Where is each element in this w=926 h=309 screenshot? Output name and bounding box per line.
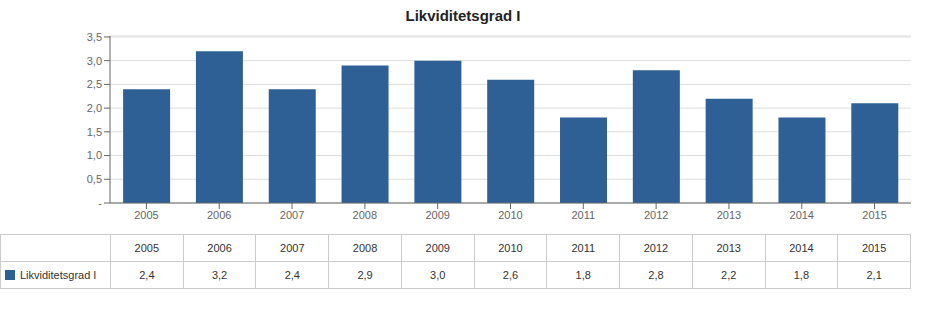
- html-text:2,4: 2,4: [139, 269, 155, 281]
- html-text:3,0: 3,0: [430, 269, 446, 281]
- svg-text:3,5: 3,5: [87, 31, 102, 43]
- html-text:2009: 2009: [425, 242, 450, 254]
- html-text:Likviditetsgrad I: Likviditetsgrad I: [20, 269, 97, 281]
- html-text:2,2: 2,2: [721, 269, 737, 281]
- html-text:2006: 2006: [207, 242, 232, 254]
- html-text:Likviditetsgrad I: Likviditetsgrad I: [405, 7, 521, 24]
- html-text:2015: 2015: [861, 242, 887, 254]
- svg-text:0,5: 0,5: [87, 173, 102, 185]
- svg-text:2008: 2008: [353, 209, 377, 221]
- svg-text:2005: 2005: [134, 209, 158, 221]
- html-text:2005: 2005: [134, 242, 160, 254]
- svg-text:2007: 2007: [280, 209, 304, 221]
- svg-text:1,0: 1,0: [87, 149, 102, 161]
- svg-text:2010: 2010: [498, 209, 522, 221]
- html-text:2011: 2011: [571, 242, 595, 254]
- svg-text:2009: 2009: [425, 209, 449, 221]
- svg-text:2,0: 2,0: [87, 102, 102, 114]
- html-text:1,8: 1,8: [575, 269, 591, 281]
- html-text:2013: 2013: [716, 242, 741, 254]
- svg-text:2011: 2011: [571, 209, 595, 221]
- html-text:2012: 2012: [643, 242, 669, 254]
- html-text:2014: 2014: [789, 242, 814, 254]
- svg-text:3,0: 3,0: [87, 55, 102, 67]
- svg-text:2,5: 2,5: [87, 78, 102, 90]
- svg-text:-: -: [98, 197, 102, 209]
- html-text:2,1: 2,1: [866, 269, 882, 281]
- html-text:1,8: 1,8: [793, 269, 809, 281]
- svg-text:1,5: 1,5: [87, 126, 102, 138]
- html-text:2,8: 2,8: [648, 269, 664, 281]
- html-text:2007: 2007: [280, 242, 305, 254]
- html-text:2,9: 2,9: [357, 269, 373, 281]
- html-text:2,6: 2,6: [502, 269, 519, 281]
- svg-text:2013: 2013: [717, 209, 741, 221]
- svg-text:2012: 2012: [644, 209, 668, 221]
- html-text:3,2: 3,2: [211, 269, 228, 281]
- html-text:2010: 2010: [498, 242, 523, 254]
- html-text:2008: 2008: [352, 242, 378, 254]
- svg-text:2014: 2014: [790, 209, 814, 221]
- svg-text:2015: 2015: [862, 209, 886, 221]
- html-text:2,4: 2,4: [284, 269, 300, 281]
- svg-text:2006: 2006: [207, 209, 231, 221]
